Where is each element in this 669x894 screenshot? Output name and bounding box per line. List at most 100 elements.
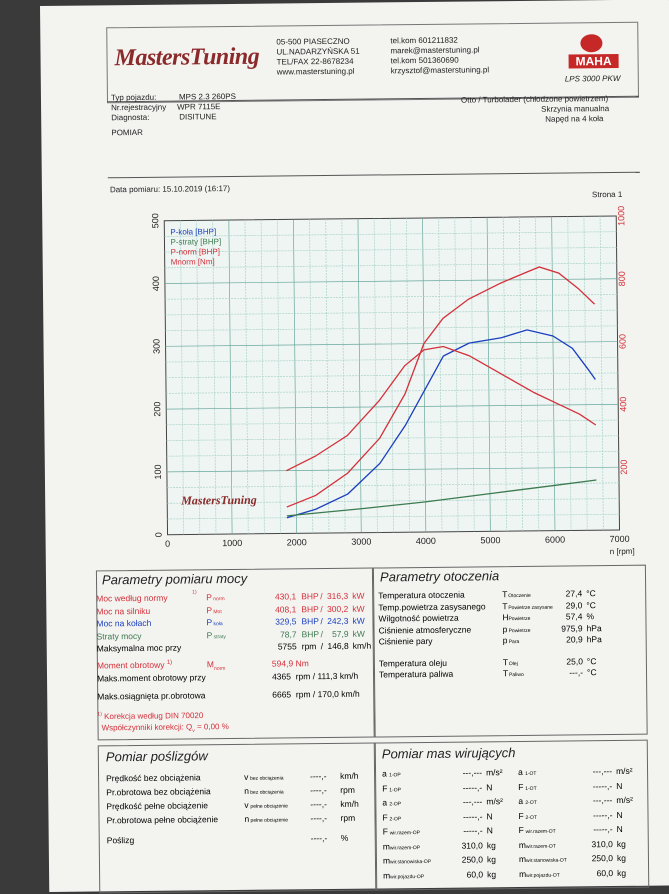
x-tick-label: 0 xyxy=(165,539,170,549)
env-row-value: ---,- xyxy=(569,667,584,678)
env-row-value: 25,0 xyxy=(566,655,583,667)
y-right-tick-label: 400 xyxy=(618,397,628,412)
env-row-label: Temp.powietrza zasysanego xyxy=(378,600,486,612)
env-row-label: Ciśnienie pary xyxy=(378,635,433,647)
slip-row-value: ----,- xyxy=(310,813,328,824)
power-row-value1: 5755 xyxy=(277,641,297,652)
slip-row-unit: % xyxy=(340,832,349,843)
power-row-unit2: kW xyxy=(352,628,365,639)
slip-row-label: Poślizg xyxy=(106,835,135,846)
power-row-label: Moc według normy xyxy=(96,592,168,604)
grid-line-vertical xyxy=(196,220,201,535)
y-left-tick-label: 200 xyxy=(152,402,162,417)
mass-row-sub-right: wir.pojazdu-OT xyxy=(526,872,560,879)
grid-line-horizontal xyxy=(165,341,618,347)
env-row-unit: °C xyxy=(586,667,597,678)
contact-line-2: marek@masterstuning.pl xyxy=(390,45,480,56)
mass-row-sub-right: wir.stanowiska-OT xyxy=(525,857,567,864)
grid-line-horizontal xyxy=(164,262,617,269)
correction-row: 1) Korekcja według DIN 70020 xyxy=(97,710,204,722)
mass-row-unit-right: m/s² xyxy=(615,765,633,777)
power-row-value2: 146,8 xyxy=(327,640,349,652)
grid-line-horizontal xyxy=(167,498,620,504)
slip-row-symbol: n xyxy=(244,813,250,824)
diagnostician-value: DISITUNE xyxy=(179,112,217,122)
measurement-date: Data pomiaru: 15.10.2019 (16:17) xyxy=(109,184,231,195)
drive-type: Napęd na 4 koła xyxy=(545,114,604,124)
mass-row-unit-left: m/s² xyxy=(486,796,503,807)
power-row-sup: 1) xyxy=(192,589,197,596)
grid-line-horizontal xyxy=(164,247,617,253)
env-row-symbol-sub: Powietrze xyxy=(508,615,531,623)
grid-line-vertical xyxy=(244,219,249,534)
mass-row-unit-right: kg xyxy=(617,867,627,878)
env-row-label: Ciśnienie atmosferyczne xyxy=(378,624,472,635)
grid-line-horizontal xyxy=(167,482,620,488)
mass-row-value-left: 310,0 xyxy=(461,839,483,851)
mass-row-value-left: 60,0 xyxy=(466,868,484,880)
legend-entry: P-straty [BHP] xyxy=(170,237,221,247)
grid-line-vertical xyxy=(535,216,540,531)
power-row-symbol: P xyxy=(206,592,212,603)
power-row-slash: / xyxy=(320,616,323,627)
power-row-unit2: kW xyxy=(352,590,365,601)
y-left-tick-label: 300 xyxy=(151,339,161,354)
x-tick-label: 2000 xyxy=(287,537,307,547)
power-row-unit1: BHP xyxy=(301,591,319,602)
mass-row-unit-right: N xyxy=(616,809,623,820)
correction-factor-row: Współczynniki korekcji: Qv = 0,00 % xyxy=(101,722,229,735)
slip-row-unit: km/h xyxy=(340,770,359,781)
env-row-symbol-sub: Olej xyxy=(508,660,518,667)
power-row-value1: 408,1 xyxy=(274,603,297,615)
slip-row-value: ----,- xyxy=(310,771,327,782)
power-row-unit1: BHP xyxy=(301,603,319,614)
env-row-unit: °C xyxy=(586,599,596,610)
env-row-unit: % xyxy=(586,611,595,622)
address-line-2: UL.NADARZYŃSKA 51 xyxy=(276,46,360,57)
env-row-symbol-sub: Para xyxy=(508,639,520,646)
power-row-unit1: BHP xyxy=(301,628,320,639)
env-row-symbol-sub: Paliwo xyxy=(509,671,524,679)
mass-row-value-right: -----,- xyxy=(592,780,613,791)
slip-row-unit: rpm xyxy=(340,784,355,795)
y-right-tick-label: 1000 xyxy=(616,206,626,226)
address-line-3: TEL/FAX 22-8678234 xyxy=(276,56,354,67)
power-row-label: Moc na silniku xyxy=(96,605,151,616)
slip-row-unit: rpm xyxy=(340,812,356,823)
power-row-unit1: BHP xyxy=(301,616,319,627)
slip-row-label: Pr.obrotowa bez obciążenia xyxy=(106,786,211,798)
mass-row-value-right: -----,- xyxy=(593,809,613,820)
power-row-value2: 57,9 xyxy=(331,628,349,639)
mass-row-value-left: ---,--- xyxy=(462,796,483,807)
mass-row-value-left: ---,--- xyxy=(462,767,483,778)
grid-line-horizontal xyxy=(165,372,618,379)
x-tick-label: 5000 xyxy=(480,535,500,545)
power-row-symbol-sub: norm xyxy=(213,596,225,603)
slip-row-unit: km/h xyxy=(340,798,359,809)
max-rpm-values: 6665 rpm / 170,0 km/h xyxy=(272,688,360,700)
env-row-unit: hPa xyxy=(586,634,602,645)
x-tick-label: 4000 xyxy=(416,536,436,546)
env-row-value: 29,0 xyxy=(565,599,583,611)
power-row-unit1: rpm xyxy=(301,641,317,652)
mass-row-symbol-left: F xyxy=(382,826,388,837)
mass-row-sub-left: wir.stanowiska-OP xyxy=(389,858,432,866)
power-row-label: Maksymalna moc przy xyxy=(96,642,182,654)
env-row-label: Wilgotność powietrza xyxy=(378,612,459,624)
gearbox-type: Skrzynia manualna xyxy=(541,104,610,114)
grid-line-horizontal xyxy=(166,466,619,473)
slip-row-label: Prędkość pełne obciążenie xyxy=(106,800,209,812)
grid-line-vertical xyxy=(325,219,330,534)
grid-line-horizontal xyxy=(166,388,619,394)
power-row-symbol-sub: straty xyxy=(213,633,226,640)
power-row-slash: / xyxy=(320,603,323,614)
mass-row-unit-left: N xyxy=(486,810,493,821)
torque-symbol: Mnorm xyxy=(206,659,226,672)
slip-row-value: ----,- xyxy=(310,833,328,844)
torque-value: 594,9 Nm xyxy=(271,658,309,669)
contact-line-1: tel.kom 601211832 xyxy=(390,35,458,46)
x-tick-label: 3000 xyxy=(351,537,371,547)
contact-line-4: krzysztof@masterstuning.pl xyxy=(390,65,490,76)
env-row-symbol-sub: Powietrze zasysane xyxy=(508,604,553,611)
grid-line-horizontal xyxy=(166,435,619,441)
